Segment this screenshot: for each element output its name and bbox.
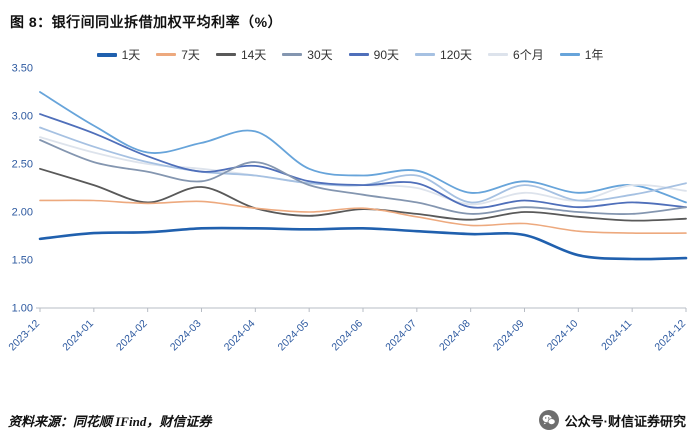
y-tick-label: 1.50 xyxy=(12,255,33,267)
legend-label: 6个月 xyxy=(513,48,544,62)
legend-swatch xyxy=(488,53,509,56)
legend-swatch xyxy=(282,53,303,56)
wechat-label: 公众号·财信证券研究 xyxy=(564,413,686,429)
legend-label: 90天 xyxy=(373,48,400,62)
legend-item-90天: 90天 xyxy=(348,46,400,63)
x-tick-label: 2024-02 xyxy=(114,318,150,354)
x-tick-label: 2024-03 xyxy=(168,318,204,354)
legend-label: 30天 xyxy=(307,48,333,62)
series-line-30天 xyxy=(39,139,687,215)
legend-swatch xyxy=(96,52,117,57)
x-tick-label: 2024-12 xyxy=(652,318,688,354)
x-tick-label: 2024-05 xyxy=(276,318,312,354)
x-tick-label: 2024-11 xyxy=(599,318,634,353)
data-source: 资料来源：同花顺 IFind，财信证券 xyxy=(8,413,212,429)
y-tick-label: 2.50 xyxy=(12,159,33,171)
chart-title: 图 8：银行间同业拆借加权平均利率（%） xyxy=(10,14,283,30)
y-tick-label: 2.00 xyxy=(12,207,33,219)
legend-label: 1年 xyxy=(584,48,604,62)
chart-area: 1.00 1.50 2.00 2.50 3.00 3.50 2023-12 2024-01 20… xyxy=(0,62,700,374)
legend-item-120天: 120天 xyxy=(415,46,472,63)
legend-item-1天: 1天 xyxy=(96,46,141,63)
legend-label: 120天 xyxy=(440,48,473,62)
series-line-7天 xyxy=(39,199,687,235)
series-line-1天 xyxy=(38,226,688,261)
legend-label: 7天 xyxy=(181,48,200,62)
series-line-90天 xyxy=(39,113,687,209)
y-tick-label: 3.50 xyxy=(12,63,33,75)
legend-label: 1天 xyxy=(121,48,141,62)
legend-item-30天: 30天 xyxy=(282,46,333,63)
legend-item-14天: 14天 xyxy=(215,46,267,63)
legend-item-1年: 1年 xyxy=(559,46,604,63)
legend-swatch xyxy=(215,53,236,56)
x-tick-label: 2024-07 xyxy=(383,318,419,354)
series-line-14天 xyxy=(39,167,687,222)
y-tick-label: 1.00 xyxy=(12,303,33,315)
x-tick-label: 2024-01 xyxy=(60,318,96,354)
x-tick-label: 2024-09 xyxy=(491,318,527,354)
legend-swatch xyxy=(156,53,177,56)
x-tick-label: 2024-08 xyxy=(437,318,473,354)
x-tick-label: 2024-10 xyxy=(545,318,581,354)
figure-footer: 资料来源：同花顺 IFind，财信证券 公众号·财信证券研究 xyxy=(0,410,700,430)
legend-label: 14天 xyxy=(240,48,267,62)
chart-legend: 1天 7天 14天 30天 90天 120天 6个月 1年 xyxy=(0,46,700,63)
wechat-badge: 公众号·财信证券研究 xyxy=(538,410,686,430)
legend-item-6个月: 6个月 xyxy=(488,46,544,63)
wechat-icon xyxy=(538,410,559,430)
x-tick-label: 2024-04 xyxy=(222,318,258,354)
legend-swatch xyxy=(348,53,369,56)
line-chart: 1.00 1.50 2.00 2.50 3.00 3.50 2023-12 2024-01 20… xyxy=(6,63,688,354)
legend-item-7天: 7天 xyxy=(156,46,200,63)
x-tick-label: 2023-12 xyxy=(6,318,42,354)
legend-swatch xyxy=(559,53,580,56)
series-line-1年 xyxy=(39,91,687,204)
legend-swatch xyxy=(415,53,436,56)
x-tick-label: 2024-06 xyxy=(329,318,365,354)
y-tick-label: 3.00 xyxy=(12,111,33,123)
